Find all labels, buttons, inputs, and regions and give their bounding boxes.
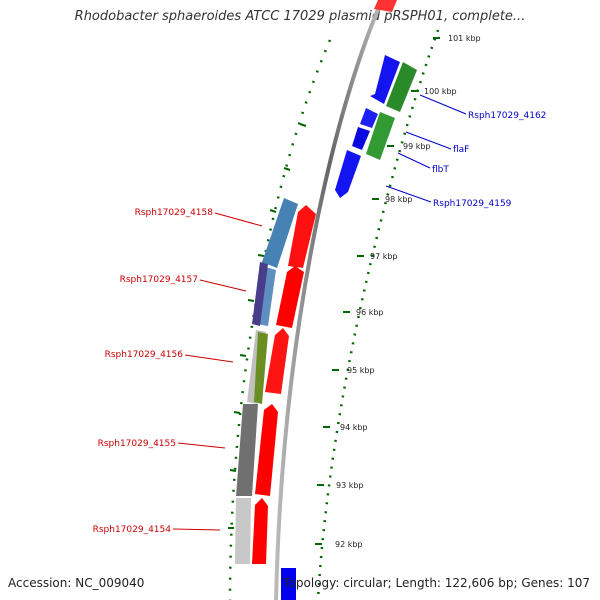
gene-label-rsph17029-4159[interactable]: Rsph17029_4159 — [433, 199, 512, 209]
gene-arrow-bottom — [281, 568, 296, 600]
gene-label-rsph17029-4158[interactable]: Rsph17029_4158 — [135, 208, 214, 218]
gene-label-rsph17029-4157[interactable]: Rsph17029_4157 — [120, 275, 198, 285]
left-label-leaders — [172, 212, 263, 531]
tick-label-100kbp: 100 kbp — [424, 87, 457, 96]
gene-rsph17029-4158-arrow — [288, 205, 316, 268]
gene-rsph17029-4162-arrow — [370, 55, 400, 104]
accession-text: Accession: NC_009040 — [8, 576, 145, 590]
plasmid-backbone — [274, 0, 384, 600]
topology-text: Topology: circular; Length: 122,606 bp; … — [283, 576, 590, 590]
tick-label-93kbp: 93 kbp — [336, 481, 364, 490]
gene-rsph17029-4154-arrow — [252, 498, 268, 564]
gene-rsph17029-4156-arrow — [265, 328, 289, 394]
gene-rsph17029-4159-arrow — [335, 150, 361, 198]
green-genes — [366, 62, 417, 160]
forward-strand-genes — [252, 205, 316, 564]
inner-ruler-ticks — [228, 123, 307, 529]
gene-label-flbT[interactable]: flbT — [432, 165, 449, 175]
tick-label-98kbp: 98 kbp — [385, 195, 413, 204]
reverse-strand-genes — [335, 55, 400, 198]
gene-label-rsph17029-4154[interactable]: Rsph17029_4154 — [93, 525, 172, 535]
gene-arrow-top — [374, 0, 397, 12]
tick-label-92kbp: 92 kbp — [335, 540, 363, 549]
gene-label-rsph17029-4156[interactable]: Rsph17029_4156 — [105, 350, 184, 360]
gene-flaF-arrow — [360, 108, 378, 128]
tick-label-99kbp: 99 kbp — [403, 142, 431, 151]
gene-rsph17029-4155-arrow — [255, 404, 278, 496]
map-title: Rhodobacter sphaeroides ATCC 17029 plasm… — [74, 9, 526, 24]
right-label-leaders — [385, 94, 467, 203]
gene-rsph17029-4157-arrow — [276, 266, 304, 328]
outer-ruler-arc — [316, 29, 440, 600]
homology-blocks — [235, 198, 298, 564]
tick-label-95kbp: 95 kbp — [347, 366, 375, 375]
gene-flbT-arrow — [352, 127, 370, 150]
outer-ruler-ticks — [315, 37, 440, 545]
gene-label-rsph17029-4155[interactable]: Rsph17029_4155 — [98, 439, 176, 449]
tick-label-97kbp: 97 kbp — [370, 252, 398, 261]
tick-label-96kbp: 96 kbp — [356, 308, 384, 317]
gene-label-rsph17029-4162[interactable]: Rsph17029_4162 — [468, 111, 546, 121]
tick-label-94kbp: 94 kbp — [340, 423, 368, 432]
tick-label-101kbp: 101 kbp — [448, 34, 481, 43]
gene-label-flaF[interactable]: flaF — [453, 145, 469, 155]
